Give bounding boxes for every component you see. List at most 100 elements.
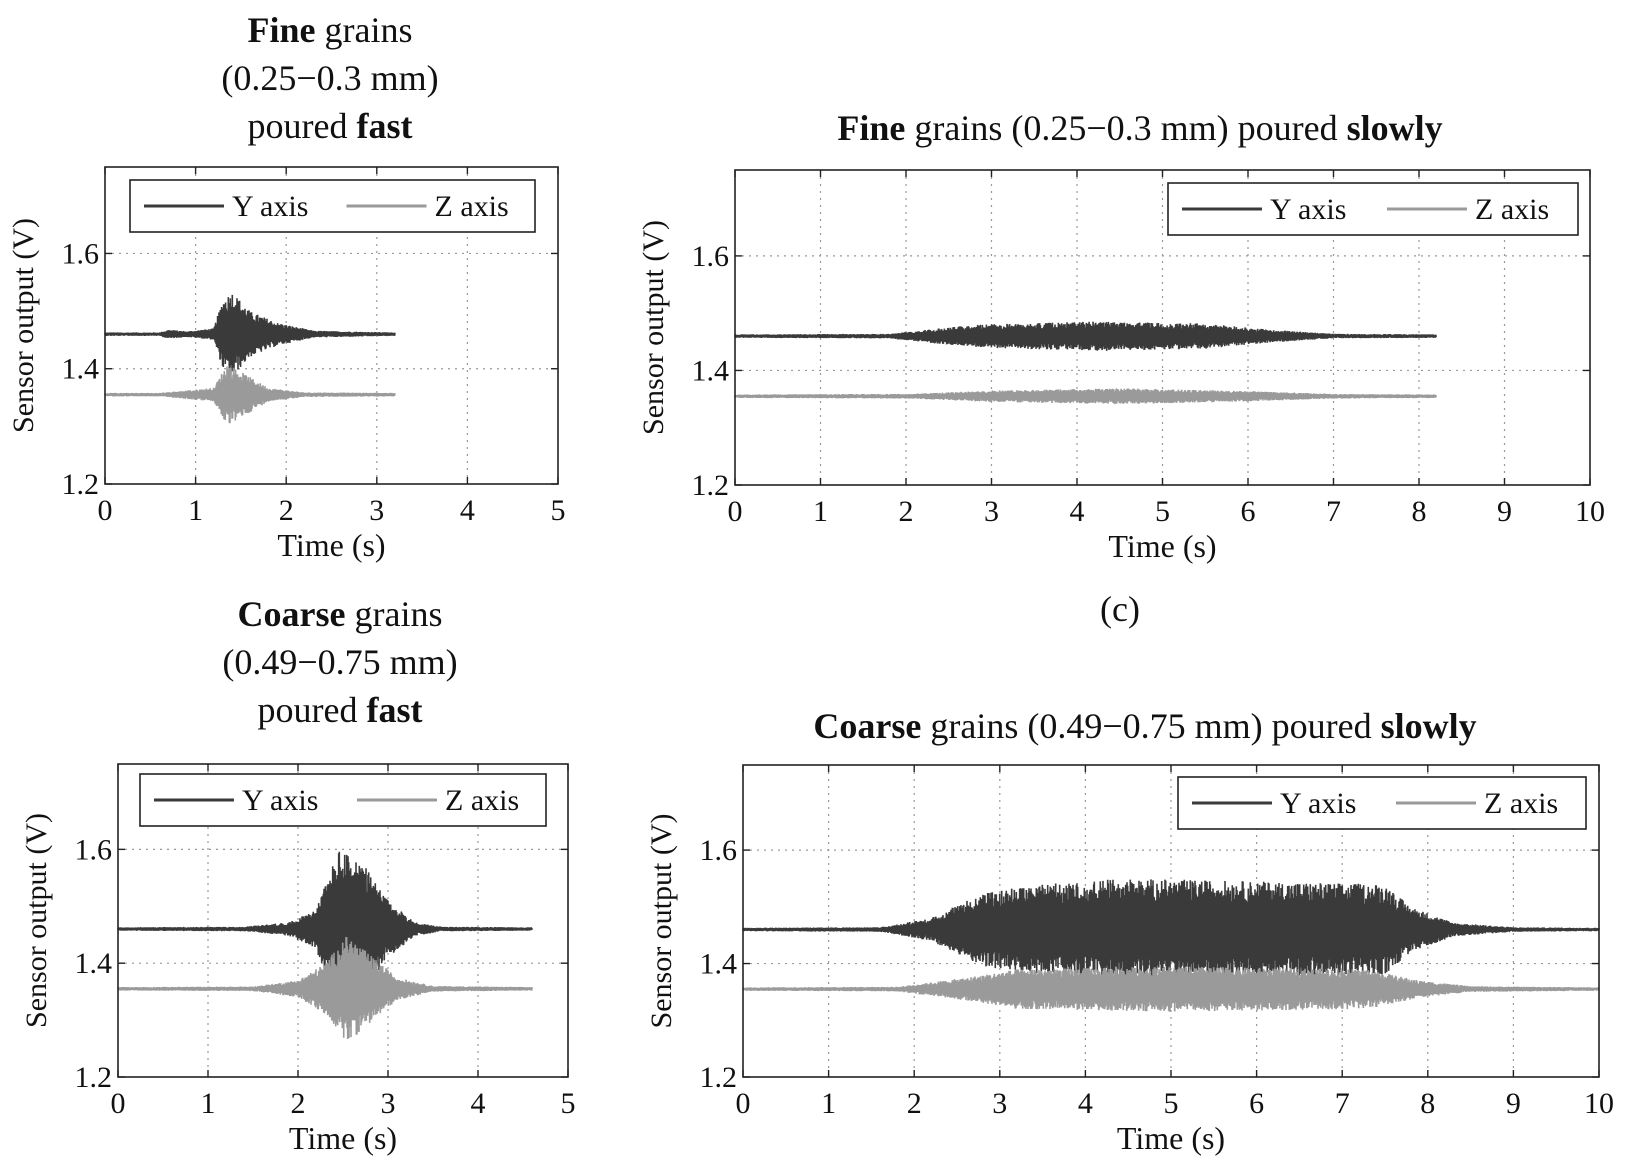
panel-coarse-slow: Coarse grains (0.49−0.75 mm) poured slow… xyxy=(600,590,1632,1172)
x-tick-label: 0 xyxy=(728,495,743,528)
chart-plot: 0 1 2 3 4 5 1.2 1.4 1.6 Time (s) Sensor output (V)… xyxy=(7,166,566,563)
x-tick-label: 3 xyxy=(381,1087,396,1120)
chart-title: Fine grains (0.25−0.3 mm) poured fast xyxy=(130,6,530,150)
series-line-y-axis xyxy=(734,321,1437,351)
x-tick-label: 6 xyxy=(1241,495,1256,528)
x-tick-label: 9 xyxy=(1506,1087,1521,1120)
x-tick-label: 0 xyxy=(98,494,113,527)
y-tick-label: 1.4 xyxy=(700,948,738,981)
x-tick-label: 2 xyxy=(291,1087,306,1120)
panel-coarse-fast: Coarse grains (0.49−0.75 mm) poured fast 0… xyxy=(0,590,600,1172)
series-line-z-axis xyxy=(734,388,1437,405)
x-tick-label: 1 xyxy=(188,494,203,527)
x-tick-label: 10 xyxy=(1575,495,1605,528)
y-tick-label: 1.4 xyxy=(75,947,113,980)
y-tick-label: 1.4 xyxy=(62,353,100,386)
title-line: (0.49−0.75 mm) xyxy=(140,638,540,686)
x-tick-label: 2 xyxy=(907,1087,922,1120)
chart-plot: 0 1 2 3 4 5 6 7 8 9 10 1.2 1.4 1.6 Time (s) Sensor outp… xyxy=(645,764,1614,1156)
chart-title: Coarse grains (0.49−0.75 mm) poured slow… xyxy=(680,702,1610,750)
x-tick-label: 2 xyxy=(899,495,914,528)
x-axis-label: Time (s) xyxy=(1108,528,1216,564)
x-tick-label: 9 xyxy=(1497,495,1512,528)
y-axis-label: Sensor output (V) xyxy=(645,814,678,1029)
x-tick-label: 6 xyxy=(1249,1087,1264,1120)
y-axis-label: Sensor output (V) xyxy=(20,813,53,1028)
legend-label: Y axis xyxy=(1280,787,1356,820)
x-tick-label: 5 xyxy=(1155,495,1170,528)
y-tick-label: 1.6 xyxy=(62,237,100,270)
y-tick-label: 1.6 xyxy=(75,833,113,866)
title-text: (0.49−0.75 mm) xyxy=(222,642,458,682)
x-tick-label: 3 xyxy=(992,1087,1007,1120)
title-bold-word: Coarse xyxy=(237,594,346,634)
x-tick-label: 1 xyxy=(821,1087,836,1120)
series-line-z-axis xyxy=(104,366,396,424)
title-bold-word: slowly xyxy=(1380,706,1477,746)
title-text: (0.25−0.3 mm) xyxy=(221,58,439,98)
title-line: Fine grains (0.25−0.3 mm) poured slowly xyxy=(680,104,1600,152)
y-tick-label: 1.6 xyxy=(692,240,730,273)
legend-label: Y axis xyxy=(232,190,308,223)
chart-title: Coarse grains (0.49−0.75 mm) poured fast xyxy=(140,590,540,734)
legend-box xyxy=(1167,182,1579,236)
series-line-z-axis xyxy=(742,966,1600,1012)
x-tick-label: 4 xyxy=(471,1087,486,1120)
title-bold-word: Coarse xyxy=(813,706,922,746)
x-tick-label: 7 xyxy=(1335,1087,1350,1120)
x-axis-label: Time (s) xyxy=(277,527,385,563)
axes-frame xyxy=(104,166,559,485)
title-bold-word: Fine xyxy=(837,108,906,148)
panel-caption: (c) xyxy=(1100,589,1140,629)
x-tick-label: 5 xyxy=(561,1087,576,1120)
series-line-y-axis xyxy=(104,294,396,374)
x-tick-label: 0 xyxy=(111,1087,126,1120)
x-tick-label: 8 xyxy=(1412,495,1427,528)
legend-label: Z axis xyxy=(435,190,509,223)
x-tick-label: 7 xyxy=(1326,495,1341,528)
chart-plot: 0 1 2 3 4 5 1.2 1.4 1.6 Time (s) Sensor output (V)… xyxy=(20,763,576,1156)
legend-label: Z axis xyxy=(445,784,519,817)
title-line: Fine grains xyxy=(130,6,530,54)
title-line: Coarse grains (0.49−0.75 mm) poured slow… xyxy=(680,702,1610,750)
x-tick-label: 4 xyxy=(460,494,475,527)
x-tick-label: 8 xyxy=(1420,1087,1435,1120)
title-text: poured xyxy=(257,690,367,730)
legend-label: Y axis xyxy=(242,784,318,817)
chart-title: Fine grains (0.25−0.3 mm) poured slowly xyxy=(680,104,1600,152)
x-axis-label: Time (s) xyxy=(1117,1120,1225,1156)
x-tick-label: 5 xyxy=(551,494,566,527)
x-tick-label: 4 xyxy=(1078,1087,1093,1120)
legend-label: Z axis xyxy=(1484,787,1558,820)
title-text: grains xyxy=(315,10,413,50)
series-line-z-axis xyxy=(117,936,533,1040)
title-line: (0.25−0.3 mm) xyxy=(130,54,530,102)
y-axis-label: Sensor output (V) xyxy=(637,220,670,435)
title-text: grains (0.25−0.3 mm) poured xyxy=(905,108,1347,148)
y-tick-label: 1.2 xyxy=(62,468,100,501)
x-tick-label: 5 xyxy=(1164,1087,1179,1120)
y-tick-label: 1.2 xyxy=(692,469,730,502)
x-tick-label: 0 xyxy=(736,1087,751,1120)
y-tick-label: 1.6 xyxy=(700,834,738,867)
x-axis-label: Time (s) xyxy=(289,1120,397,1156)
chart-plot: 0 1 2 3 4 5 6 7 8 9 10 1.2 1.4 1.6 Time (s) Sensor outp… xyxy=(637,169,1605,564)
title-bold-word: Fine xyxy=(247,10,316,50)
legend-label: Y axis xyxy=(1270,193,1346,226)
series-line-y-axis xyxy=(742,879,1600,981)
title-line: Coarse grains xyxy=(140,590,540,638)
title-text: poured xyxy=(247,106,357,146)
x-tick-label: 2 xyxy=(279,494,294,527)
y-axis-label: Sensor output (V) xyxy=(7,218,40,433)
axes-frame xyxy=(117,763,569,1078)
title-text: grains (0.49−0.75 mm) poured xyxy=(921,706,1381,746)
panel-fine-slow: Fine grains (0.25−0.3 mm) poured slowly … xyxy=(600,0,1632,580)
x-tick-label: 10 xyxy=(1584,1087,1614,1120)
x-tick-label: 3 xyxy=(984,495,999,528)
y-tick-label: 1.4 xyxy=(692,354,730,387)
x-tick-label: 4 xyxy=(1070,495,1085,528)
x-tick-label: 3 xyxy=(369,494,384,527)
title-bold-word: fast xyxy=(356,106,413,146)
title-text: grains xyxy=(345,594,443,634)
